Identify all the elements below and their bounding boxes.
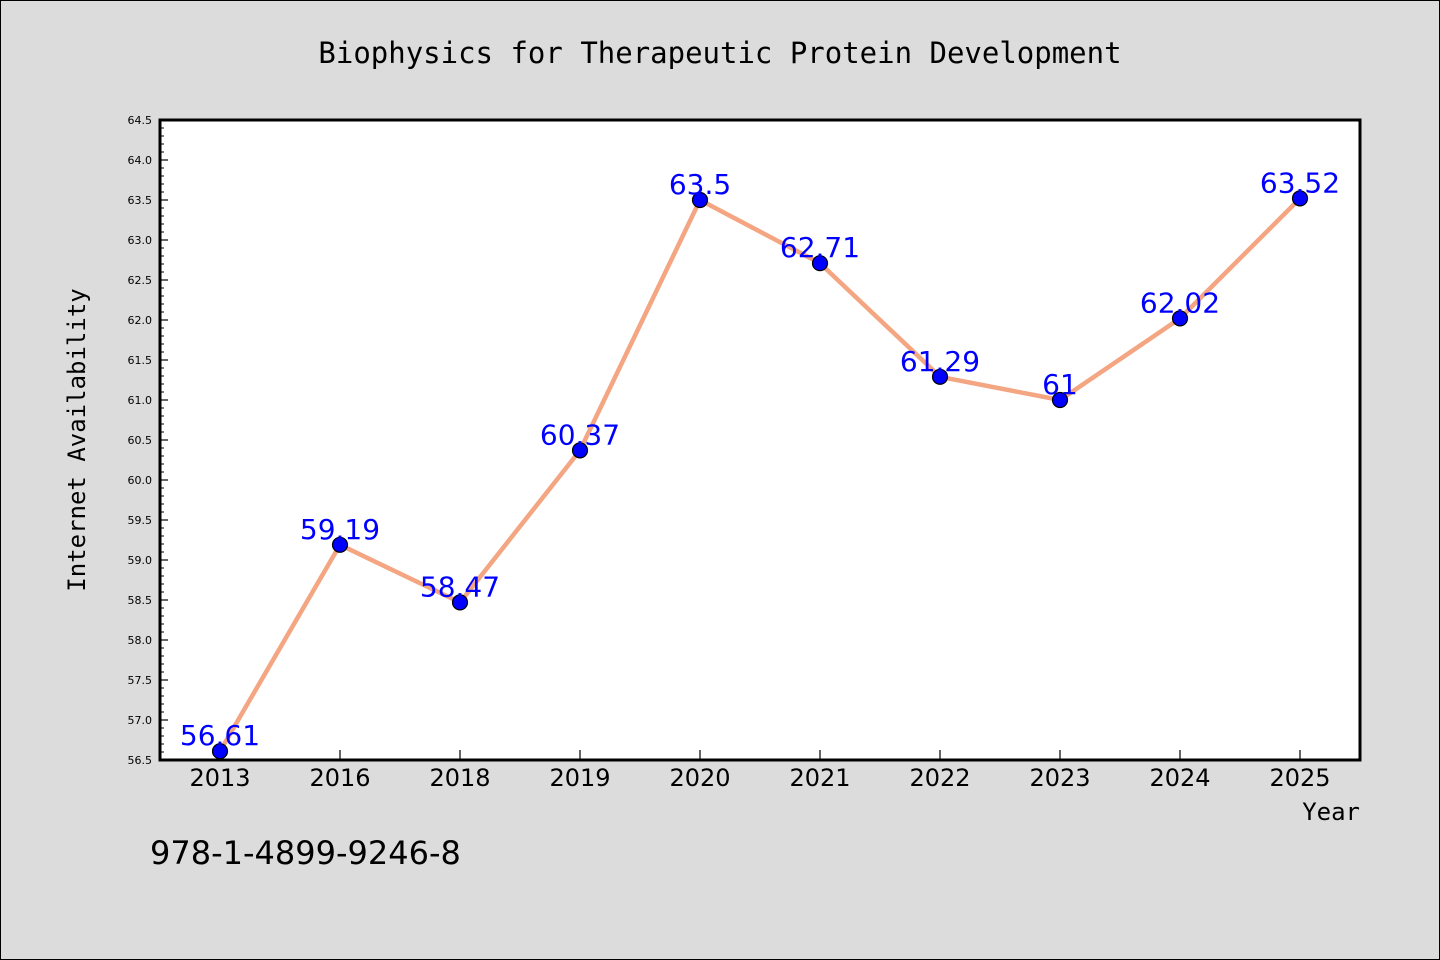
plot-area bbox=[160, 120, 1360, 760]
x-tick-label: 2019 bbox=[549, 764, 610, 792]
y-tick-label: 64.0 bbox=[128, 154, 153, 167]
data-point bbox=[571, 442, 589, 459]
data-label: 63.5 bbox=[669, 168, 731, 201]
data-label: 61.29 bbox=[900, 345, 980, 378]
data-label: 58.47 bbox=[420, 570, 500, 603]
x-tick-label: 2021 bbox=[789, 764, 850, 792]
y-tick-label: 56.5 bbox=[128, 754, 153, 767]
y-tick-label: 58.0 bbox=[128, 634, 153, 647]
y-tick-label: 60.0 bbox=[128, 474, 153, 487]
x-axis-ticks: 2013 2016 2018 2019 2020 2021 2022 2023 2024 2025 bbox=[189, 750, 1331, 792]
x-tick-label: 2024 bbox=[1149, 764, 1210, 792]
y-tick-label: 63.5 bbox=[128, 194, 153, 207]
x-tick-label: 2022 bbox=[909, 764, 970, 792]
footer-isbn: 978-1-4899-9246-8 bbox=[150, 834, 461, 872]
y-tick-label: 61.5 bbox=[128, 354, 153, 367]
x-tick-label: 2020 bbox=[669, 764, 730, 792]
data-point bbox=[1051, 391, 1069, 409]
x-tick-label: 2016 bbox=[309, 764, 370, 792]
data-point bbox=[451, 594, 469, 611]
data-labels: 56.61 59.19 58.47 60.37 63.5 62.71 61.29 61 62.0… bbox=[180, 166, 1340, 752]
y-axis-label: Internet Availability bbox=[63, 288, 91, 591]
y-tick-label: 64.5 bbox=[128, 114, 153, 127]
x-tick-label: 2025 bbox=[1269, 764, 1330, 792]
y-tick-label: 61.0 bbox=[128, 394, 153, 407]
data-point bbox=[691, 191, 709, 209]
y-tick-label: 59.0 bbox=[128, 554, 153, 567]
y-axis-ticks: 56.5 57.0 57.5 58.0 58.5 59.0 59.5 60.0 60.5 61.0… bbox=[128, 114, 168, 767]
data-label: 59.19 bbox=[300, 513, 380, 546]
y-tick-label: 59.5 bbox=[128, 514, 153, 527]
series-line bbox=[217, 196, 1303, 754]
y-tick-label: 62.0 bbox=[128, 314, 153, 327]
chart-title: Biophysics for Therapeutic Protein Devel… bbox=[318, 36, 1121, 70]
data-point bbox=[1171, 310, 1189, 327]
x-tick-label: 2023 bbox=[1029, 764, 1090, 792]
data-point bbox=[811, 255, 829, 272]
data-label: 61 bbox=[1042, 368, 1078, 401]
data-label: 60.37 bbox=[540, 418, 620, 451]
data-label: 63.52 bbox=[1260, 166, 1340, 199]
y-tick-label: 57.5 bbox=[128, 674, 153, 687]
data-point bbox=[1291, 190, 1309, 207]
data-label: 62.71 bbox=[780, 231, 860, 264]
series-markers bbox=[211, 190, 1309, 760]
data-label: 56.61 bbox=[180, 719, 260, 752]
y-tick-label: 63.0 bbox=[128, 234, 153, 247]
data-point bbox=[331, 536, 349, 553]
y-tick-label: 58.5 bbox=[128, 594, 153, 607]
data-label: 62.02 bbox=[1140, 286, 1220, 319]
y-tick-label: 60.5 bbox=[128, 434, 153, 447]
x-axis-label: Year bbox=[1302, 798, 1360, 826]
y-tick-label: 62.5 bbox=[128, 274, 153, 287]
data-point bbox=[931, 368, 949, 385]
x-tick-label: 2018 bbox=[429, 764, 490, 792]
plot-frame bbox=[158, 118, 1362, 762]
y-tick-label: 57.0 bbox=[128, 714, 153, 727]
x-tick-label: 2013 bbox=[189, 764, 250, 792]
